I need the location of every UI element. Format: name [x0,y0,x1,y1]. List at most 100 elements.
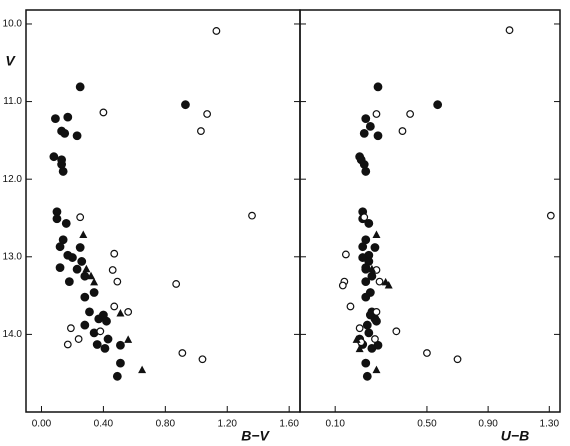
x-axis-label: B−V [241,428,270,444]
x-tick-label: 0.00 [32,419,52,430]
data-point [116,308,125,317]
data-point [108,266,117,274]
data-point [72,131,82,141]
data-point [63,112,73,122]
data-point [367,264,376,273]
data-point [55,242,65,252]
y-tick-label: 13.0 [3,251,23,262]
data-point [75,82,85,92]
data-point [361,114,371,124]
data-point [99,108,108,117]
data-point [64,277,74,287]
data-point [365,122,375,131]
data-point [100,343,110,353]
data-point [367,271,377,281]
data-point [57,155,67,165]
data-point [453,355,462,364]
y-tick-label: 11.0 [3,96,22,107]
data-point [362,320,372,330]
data-point [361,263,371,273]
data-point [112,371,122,381]
x-tick-label: 0.40 [94,419,114,430]
data-point [505,26,514,35]
y-tick-label: 12.0 [3,174,23,185]
y-axis-label: V [5,53,16,69]
data-point [358,242,368,252]
data-point [103,334,113,344]
data-point [89,288,99,297]
data-point [361,277,371,287]
data-point [338,281,347,290]
x-tick-label: 0.90 [478,419,498,430]
data-point [80,292,90,302]
data-point [116,340,125,350]
data-point [58,167,68,176]
x-tick-label: 1.20 [218,419,238,430]
data-point [358,253,368,262]
data-point [355,324,364,333]
data-point [96,327,105,336]
data-point [392,327,401,336]
data-point [138,365,147,374]
data-point [99,310,108,320]
data-point [356,155,366,165]
data-point [346,302,355,311]
y-tick-label: 10.0 [3,19,23,30]
data-point [87,271,96,280]
data-point [92,340,102,349]
data-point [375,277,384,286]
data-point [371,335,379,343]
data-point [49,152,59,162]
data-point [66,324,75,333]
data-point [361,235,371,245]
data-point [90,277,99,286]
data-point [63,340,72,349]
data-point [80,320,90,330]
data-point [372,307,381,316]
data-point [203,110,212,118]
data-point [124,307,133,316]
data-point [359,128,369,138]
data-point [361,358,371,368]
data-point [352,335,361,343]
data-point [370,243,380,252]
data-point [433,100,443,110]
data-point [406,110,415,118]
data-point [372,230,381,239]
data-point [364,328,374,338]
data-point [58,235,68,245]
data-point [372,316,381,326]
data-point [384,281,393,289]
data-point [341,250,350,259]
data-point [82,264,91,273]
data-point [85,307,94,317]
data-point [178,349,187,357]
x-axis-label: U−B [501,428,529,444]
data-point [60,128,70,138]
x-tick-label: 0.80 [156,419,176,430]
data-point [364,219,374,228]
data-point [72,264,82,274]
data-point [55,263,65,273]
data-point [360,213,369,222]
data-point [423,349,431,357]
data-point [212,27,221,35]
data-point [361,167,371,176]
data-point [372,110,381,118]
data-point [197,127,205,135]
data-point [61,219,71,228]
data-point [113,277,122,286]
data-point [372,365,381,374]
data-point [75,243,85,252]
data-point [546,211,555,220]
plot-frame [299,9,561,413]
data-point [373,131,383,141]
data-point [362,371,372,381]
x-tick-label: 0.10 [325,419,345,430]
x-tick-label: 0.50 [417,419,437,430]
x-tick-label: 1.30 [540,419,560,430]
y-tick-label: 14.0 [3,329,23,340]
data-point [355,344,364,353]
data-point [110,249,119,258]
data-point [52,214,62,224]
